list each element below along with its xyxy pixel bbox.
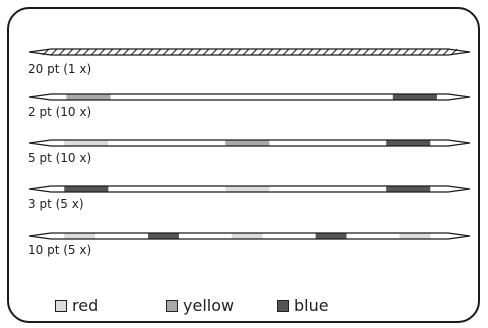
diagram-frame bbox=[7, 7, 480, 323]
rod-stripe bbox=[122, 48, 130, 56]
rod-stripe bbox=[378, 48, 386, 56]
rod-stripe bbox=[266, 48, 274, 56]
rod-stripe bbox=[74, 48, 82, 56]
legend-swatch-blue bbox=[277, 300, 289, 312]
rod-stripe bbox=[114, 48, 122, 56]
rod-stripe bbox=[314, 48, 322, 56]
rod-stripe bbox=[370, 48, 378, 56]
rod-stripe bbox=[82, 48, 90, 56]
rod-stripe bbox=[226, 48, 234, 56]
legend-label-yellow: yellow bbox=[183, 296, 235, 315]
rod-band-blue bbox=[386, 140, 431, 146]
rod-stripe bbox=[178, 48, 186, 56]
rod-band-red bbox=[225, 186, 270, 192]
rod-stripe bbox=[138, 48, 146, 56]
legend-item-yellow: yellow bbox=[166, 297, 234, 315]
rod-stripe bbox=[130, 48, 138, 56]
rod-stripe bbox=[90, 48, 98, 56]
rod-stripe bbox=[106, 48, 114, 56]
rod-stripe bbox=[58, 48, 66, 56]
legend-item-red: red bbox=[55, 297, 98, 315]
rod-band-blue bbox=[386, 186, 431, 192]
rod-band-blue bbox=[392, 94, 437, 100]
rod-stripe bbox=[410, 48, 418, 56]
rod-band-yellow bbox=[66, 94, 111, 100]
rod-stripe bbox=[386, 48, 394, 56]
rod-stripe bbox=[306, 48, 314, 56]
rod-stripe bbox=[234, 48, 242, 56]
rod-stripe bbox=[50, 48, 58, 56]
rod-stripe bbox=[218, 48, 226, 56]
rod-band-blue bbox=[148, 233, 179, 239]
rod-band-red bbox=[399, 233, 431, 239]
rod-stripe bbox=[426, 48, 434, 56]
legend-label-red: red bbox=[72, 296, 99, 315]
rod-stripe bbox=[242, 48, 250, 56]
legend-swatch-yellow bbox=[166, 300, 178, 312]
rod-stripe bbox=[442, 48, 450, 56]
rod-band-red bbox=[64, 233, 96, 239]
rod-outline bbox=[28, 139, 471, 147]
rod-stripe bbox=[290, 48, 298, 56]
rod-stripe bbox=[330, 48, 338, 56]
rod-stripe bbox=[346, 48, 354, 56]
rod-label-5pt: 5 pt (10 x) bbox=[28, 151, 92, 165]
rod-stripe bbox=[282, 48, 290, 56]
rod-outline bbox=[28, 185, 471, 193]
rod-stripe bbox=[394, 48, 402, 56]
rod-stripe bbox=[98, 48, 106, 56]
rod-stripe bbox=[162, 48, 170, 56]
legend-swatch-red bbox=[55, 300, 67, 312]
rod-fill bbox=[29, 94, 470, 100]
rod-stripe bbox=[210, 48, 218, 56]
rod-stripe bbox=[170, 48, 178, 56]
rod-stripe bbox=[418, 48, 426, 56]
rod-outline bbox=[28, 93, 471, 101]
rod-label-2pt: 2 pt (10 x) bbox=[28, 105, 92, 119]
rod-label-3pt: 3 pt (5 x) bbox=[28, 197, 84, 211]
legend-item-blue: blue bbox=[277, 297, 329, 315]
rod-stripe bbox=[250, 48, 258, 56]
rod-stripe bbox=[186, 48, 194, 56]
rod-stripe bbox=[202, 48, 210, 56]
rod-label-20pt: 20 pt (1 x) bbox=[28, 62, 92, 76]
rod-stripe bbox=[362, 48, 370, 56]
rod-band-red bbox=[231, 233, 263, 239]
rod-stripe bbox=[66, 48, 74, 56]
rod-stripe bbox=[338, 48, 346, 56]
rod-band-blue bbox=[315, 233, 347, 239]
rod-stripe bbox=[434, 48, 442, 56]
rod-stripe bbox=[146, 48, 154, 56]
rod-stripe bbox=[274, 48, 282, 56]
rod-band-blue bbox=[64, 186, 109, 192]
rod-stripe bbox=[402, 48, 410, 56]
rod-stripe bbox=[298, 48, 306, 56]
rod-band-red bbox=[64, 140, 109, 146]
rod-band-yellow bbox=[225, 140, 270, 146]
rod-label-10pt: 10 pt (5 x) bbox=[28, 243, 92, 257]
rod-outline bbox=[28, 48, 471, 56]
rod-stripe bbox=[154, 48, 162, 56]
rod-stripe bbox=[258, 48, 266, 56]
rod-stripe bbox=[354, 48, 362, 56]
rod-stripe bbox=[194, 48, 202, 56]
rod-stripe bbox=[322, 48, 330, 56]
legend-label-blue: blue bbox=[294, 296, 329, 315]
rod-outline bbox=[28, 232, 471, 240]
